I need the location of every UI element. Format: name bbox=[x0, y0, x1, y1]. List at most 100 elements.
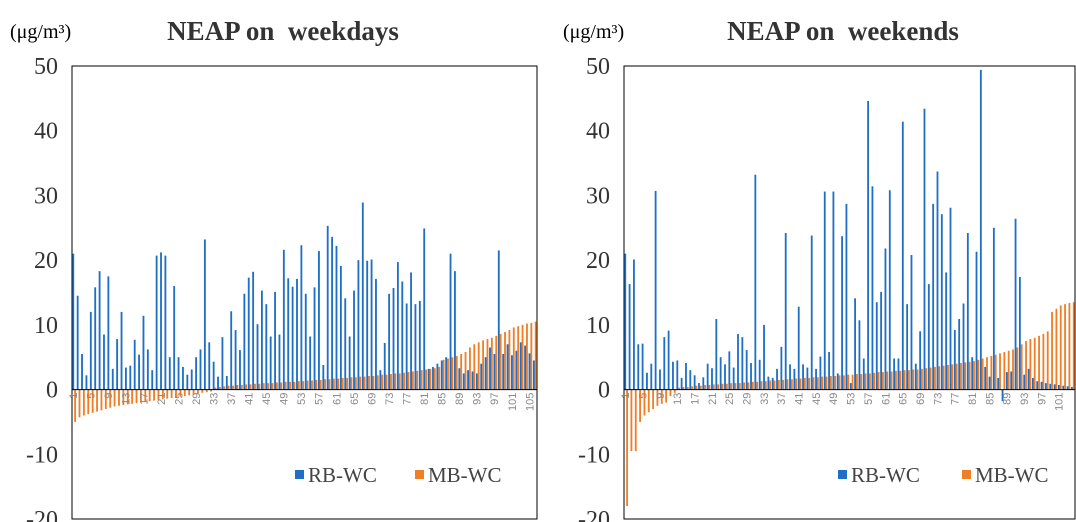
bar-rb-wc-101 bbox=[1058, 385, 1060, 390]
bar-rb-wc-11 bbox=[667, 330, 670, 390]
bar-mb-wc-81 bbox=[973, 361, 975, 390]
bar-mb-wc-38 bbox=[786, 379, 789, 390]
bar-mb-wc-67 bbox=[363, 376, 366, 390]
bar-mb-wc-39 bbox=[790, 379, 793, 390]
legend-swatch-rb-wc bbox=[295, 470, 304, 479]
bar-rb-wc-97 bbox=[493, 353, 496, 390]
bar-rb-wc-36 bbox=[776, 368, 778, 390]
bar-mb-wc-16 bbox=[140, 389, 142, 403]
y-tick-labels: 50 40 30 20 10 0 -10 -20 bbox=[578, 54, 610, 522]
bar-rb-wc-52 bbox=[845, 203, 848, 390]
bar-rb-wc-98 bbox=[1044, 383, 1047, 390]
bar-rb-wc-54 bbox=[854, 298, 856, 390]
bar-mb-wc-5 bbox=[643, 389, 646, 416]
bar-mb-wc-6 bbox=[96, 389, 98, 412]
bar-mb-wc-95 bbox=[486, 339, 489, 390]
bar-rb-wc-103 bbox=[519, 342, 522, 390]
bar-rb-wc-32 bbox=[758, 359, 761, 390]
y-tick-label: 50 bbox=[586, 54, 610, 80]
bar-mb-wc-37 bbox=[232, 385, 234, 390]
bar-mb-wc-14 bbox=[682, 386, 685, 390]
bar-rb-wc-23 bbox=[719, 357, 722, 390]
bar-mb-wc-25 bbox=[730, 383, 733, 390]
unit-label: (μg/m³) bbox=[10, 21, 71, 43]
bar-mb-wc-13 bbox=[678, 387, 681, 390]
bar-mb-wc-57 bbox=[319, 379, 322, 390]
bar-rb-wc-77 bbox=[405, 303, 408, 390]
bar-rb-wc-88 bbox=[1001, 389, 1004, 402]
x-tick-label: 25 bbox=[173, 393, 185, 405]
bar-mb-wc-52 bbox=[847, 374, 850, 390]
bar-rb-wc-103 bbox=[1066, 386, 1069, 390]
bar-rb-wc-15 bbox=[685, 363, 687, 390]
bar-rb-wc-67 bbox=[910, 254, 913, 390]
bar-rb-wc-81 bbox=[971, 357, 974, 390]
x-tick-label: 49 bbox=[828, 393, 840, 405]
bar-rb-wc-71 bbox=[379, 370, 382, 390]
bar-mb-wc-63 bbox=[895, 370, 897, 390]
bar-mb-wc-42 bbox=[803, 377, 806, 390]
x-tick-label: 9 bbox=[655, 393, 667, 399]
x-tick-label: 21 bbox=[156, 393, 168, 405]
y-tick-label: 10 bbox=[34, 313, 58, 339]
bar-rb-wc-34 bbox=[767, 376, 770, 390]
bar-mb-wc-46 bbox=[271, 383, 274, 390]
bar-mb-wc-35 bbox=[773, 380, 776, 390]
bar-rb-wc-59 bbox=[326, 225, 329, 390]
bar-rb-wc-57 bbox=[867, 100, 870, 390]
bar-rb-wc-76 bbox=[401, 281, 404, 390]
bar-rb-wc-20 bbox=[706, 363, 709, 390]
bar-mb-wc-41 bbox=[799, 378, 802, 390]
x-tick-label: 49 bbox=[279, 393, 291, 405]
bar-mb-wc-57 bbox=[869, 373, 871, 390]
bar-rb-wc-31 bbox=[203, 239, 206, 390]
x-tick-label: 13 bbox=[672, 393, 684, 405]
y-tick-label: 0 bbox=[46, 378, 58, 404]
bar-mb-wc-25 bbox=[179, 389, 182, 397]
y-tick-label: -10 bbox=[26, 442, 58, 468]
bar-mb-wc-5 bbox=[91, 389, 94, 413]
x-tick-label: 29 bbox=[741, 393, 753, 405]
x-tick-label: 57 bbox=[314, 393, 326, 405]
bar-mb-wc-36 bbox=[227, 385, 230, 390]
legend-label-mb-wc: MB-WC bbox=[428, 463, 502, 487]
bar-rb-wc-61 bbox=[884, 248, 887, 390]
bar-rb-wc-88 bbox=[454, 271, 456, 390]
bar-rb-wc-49 bbox=[282, 249, 285, 390]
bar-rb-wc-57 bbox=[318, 251, 320, 390]
chart-title: NEAP on weekdays bbox=[167, 16, 399, 46]
bar-mb-wc-96 bbox=[1038, 335, 1040, 390]
bar-mb-wc-99 bbox=[1051, 311, 1053, 390]
bar-mb-wc-44 bbox=[262, 383, 265, 390]
x-tick-label: 105 bbox=[524, 393, 536, 411]
bar-rb-wc-75 bbox=[396, 262, 399, 390]
bar-rb-wc-64 bbox=[348, 336, 351, 390]
bar-rb-wc-53 bbox=[849, 383, 852, 390]
bar-mb-wc-28 bbox=[192, 389, 195, 395]
bar-rb-wc-67 bbox=[361, 202, 364, 390]
bar-mb-wc-105 bbox=[530, 322, 533, 390]
bar-rb-wc-63 bbox=[344, 298, 347, 390]
bar-rb-wc-34 bbox=[217, 376, 219, 390]
x-tick-label: 97 bbox=[1036, 393, 1048, 405]
bar-rb-wc-73 bbox=[936, 171, 939, 390]
x-tick-label: 77 bbox=[401, 393, 413, 405]
bar-mb-wc-79 bbox=[416, 370, 419, 390]
bar-mb-wc-10 bbox=[665, 389, 668, 403]
bar-rb-wc-5 bbox=[641, 343, 644, 390]
x-tick-label: 33 bbox=[208, 393, 220, 405]
x-tick-label: 5 bbox=[637, 393, 649, 399]
bar-rb-wc-99 bbox=[502, 353, 505, 390]
bar-mb-wc-17 bbox=[144, 389, 147, 402]
x-tick-label: 1 bbox=[68, 393, 80, 399]
bar-mb-wc-15 bbox=[135, 389, 138, 404]
bar-mb-wc-89 bbox=[1007, 350, 1010, 390]
bar-mb-wc-58 bbox=[324, 379, 327, 390]
bar-mb-wc-85 bbox=[990, 355, 993, 390]
bar-mb-wc-75 bbox=[947, 364, 949, 390]
bar-rb-wc-7 bbox=[98, 271, 101, 390]
x-tick-label: 45 bbox=[261, 393, 273, 405]
bar-mb-wc-97 bbox=[1042, 333, 1045, 390]
bar-rb-wc-15 bbox=[133, 339, 136, 390]
bar-rb-wc-64 bbox=[897, 358, 900, 390]
